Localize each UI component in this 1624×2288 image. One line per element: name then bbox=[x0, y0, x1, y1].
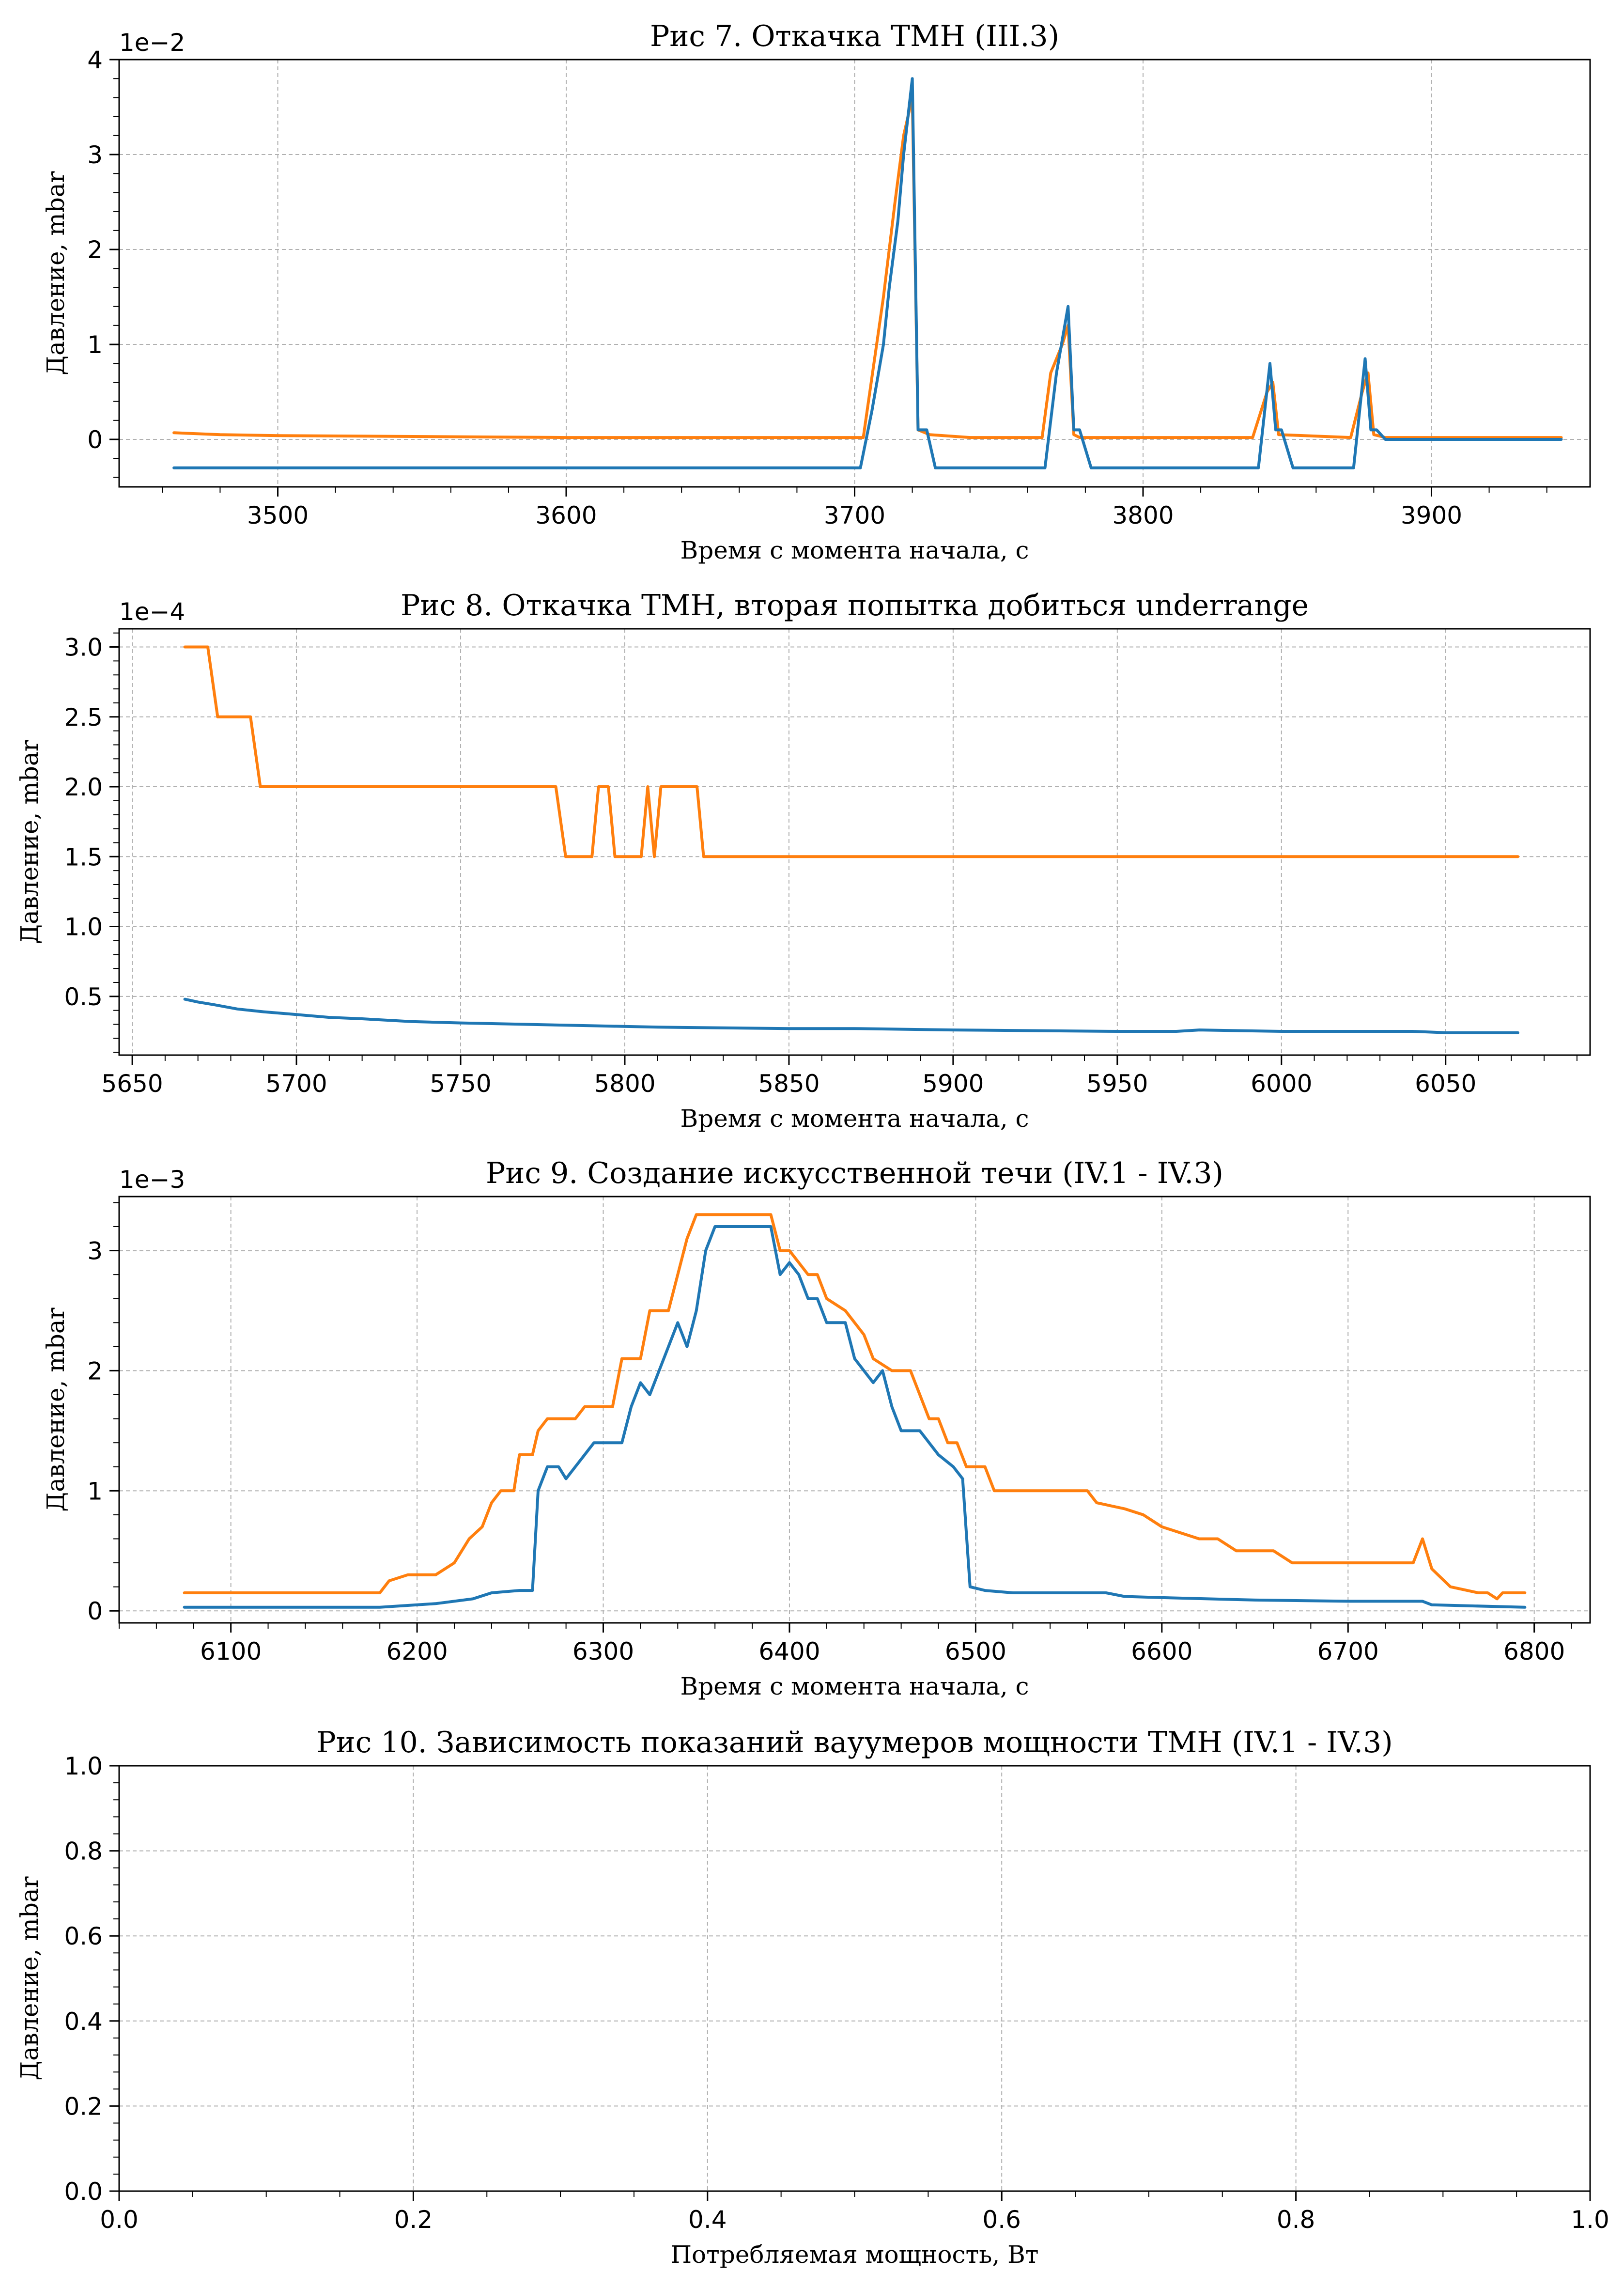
y-tick-label: 0 bbox=[87, 1597, 103, 1625]
y-tick-label: 3 bbox=[87, 1237, 103, 1265]
series-line-blue bbox=[183, 1225, 1527, 1609]
x-tick-label: 3800 bbox=[1112, 501, 1174, 529]
x-axis-label: Время с момента начала, с bbox=[680, 536, 1029, 564]
x-tick-label: 6700 bbox=[1317, 1637, 1379, 1665]
y-tick-label: 3.0 bbox=[64, 634, 103, 662]
y-tick-label: 1.5 bbox=[64, 843, 103, 871]
x-tick-label: 5850 bbox=[758, 1070, 820, 1098]
x-tick-label: 5750 bbox=[430, 1070, 491, 1098]
x-tick-label: 0.0 bbox=[100, 2206, 139, 2234]
y-tick-label: 0.0 bbox=[64, 2178, 103, 2206]
x-tick-label: 0.4 bbox=[688, 2206, 727, 2234]
y-tick-label: 2.0 bbox=[64, 773, 103, 801]
y-tick-label: 0.2 bbox=[64, 2092, 103, 2120]
x-tick-label: 0.8 bbox=[1277, 2206, 1315, 2234]
chart-title: Рис 9. Создание искусственной течи (IV.1… bbox=[486, 1156, 1223, 1190]
x-axis-label: Время с момента начала, с bbox=[680, 1672, 1029, 1700]
axes-frame bbox=[118, 59, 1591, 488]
chart-title: Рис 10. Зависимость показаний вауумеров … bbox=[316, 1726, 1392, 1759]
chart-title: Рис 7. Откачка ТМН (III.3) bbox=[650, 19, 1059, 53]
y-offset-text: 1e−4 bbox=[119, 598, 185, 626]
x-tick-label: 5800 bbox=[594, 1070, 655, 1098]
y-tick-label: 2.5 bbox=[64, 703, 103, 732]
y-tick-label: 3 bbox=[87, 141, 103, 169]
series-line-blue bbox=[183, 997, 1519, 1034]
y-tick-label: 1.0 bbox=[64, 913, 103, 941]
series-line-orange bbox=[183, 645, 1519, 858]
x-tick-label: 6050 bbox=[1415, 1070, 1476, 1098]
series-line-orange bbox=[183, 1213, 1527, 1601]
y-tick-label: 0.4 bbox=[64, 2008, 103, 2036]
x-tick-label: 6400 bbox=[758, 1637, 820, 1665]
x-axis-label: Потребляемая мощность, Вт bbox=[670, 2241, 1038, 2269]
y-offset-text: 1e−2 bbox=[119, 29, 185, 57]
chart-title: Рис 8. Откачка ТМН, вторая попытка добит… bbox=[401, 589, 1309, 623]
y-tick-label: 1 bbox=[87, 331, 103, 359]
x-tick-label: 6000 bbox=[1251, 1070, 1312, 1098]
x-tick-label: 6300 bbox=[572, 1637, 634, 1665]
x-tick-label: 5900 bbox=[922, 1070, 984, 1098]
x-tick-label: 3900 bbox=[1401, 501, 1462, 529]
y-tick-label: 0.6 bbox=[64, 1922, 103, 1950]
y-tick-label: 1 bbox=[87, 1477, 103, 1505]
axes-frame bbox=[118, 1765, 1591, 2192]
chart-panel-8: 5650 5700 5750 5800 5850 5900 5950 6000 6050 0.5 1… bbox=[15, 589, 1591, 1133]
x-tick-label: 5950 bbox=[1086, 1070, 1148, 1098]
y-tick-label: 1.0 bbox=[64, 1752, 103, 1780]
x-tick-label: 6600 bbox=[1131, 1637, 1192, 1665]
y-tick-label: 0 bbox=[87, 426, 103, 454]
y-tick-label: 2 bbox=[87, 1357, 103, 1385]
chart-panel-10: 0.0 0.2 0.4 0.6 0.8 1.0 0.0 0.2 0.4 0.6 0.8 1.0 Рис … bbox=[15, 1726, 1609, 2269]
x-tick-label: 0.2 bbox=[394, 2206, 433, 2234]
x-tick-label: 6500 bbox=[945, 1637, 1006, 1665]
chart-panel-9: 6100 6200 6300 6400 6500 6600 6700 6800 0 1 2 3 Рис … bbox=[42, 1156, 1591, 1700]
x-tick-label: 0.6 bbox=[982, 2206, 1021, 2234]
y-tick-label: 0.5 bbox=[64, 983, 103, 1011]
x-axis-label: Время с момента начала, с bbox=[680, 1105, 1029, 1133]
x-tick-label: 6800 bbox=[1503, 1637, 1565, 1665]
x-tick-label: 3500 bbox=[247, 501, 309, 529]
x-tick-label: 1.0 bbox=[1571, 2206, 1609, 2234]
axes-frame bbox=[118, 628, 1591, 1056]
y-axis-label: Давление, mbar bbox=[15, 740, 44, 944]
x-tick-label: 5650 bbox=[101, 1070, 163, 1098]
x-tick-label: 6200 bbox=[386, 1637, 448, 1665]
y-axis-label: Давление, mbar bbox=[42, 171, 70, 375]
y-tick-label: 0.8 bbox=[64, 1837, 103, 1866]
chart-panel-7: 3500 3600 3700 3800 3900 0 1 2 3 4 Рис 7. Откачка … bbox=[42, 19, 1591, 564]
y-offset-text: 1e−3 bbox=[119, 1166, 185, 1194]
y-axis-label: Давление, mbar bbox=[42, 1307, 70, 1511]
x-tick-label: 3700 bbox=[824, 501, 885, 529]
y-tick-label: 2 bbox=[87, 236, 103, 264]
x-tick-label: 5700 bbox=[265, 1070, 327, 1098]
x-tick-label: 3600 bbox=[535, 501, 597, 529]
y-tick-label: 4 bbox=[87, 46, 103, 74]
series-line-orange bbox=[172, 96, 1563, 439]
x-tick-label: 6100 bbox=[200, 1637, 262, 1665]
series-line-blue bbox=[172, 77, 1563, 469]
y-axis-label: Давление, mbar bbox=[15, 1876, 44, 2080]
axes-frame bbox=[118, 1196, 1591, 1624]
